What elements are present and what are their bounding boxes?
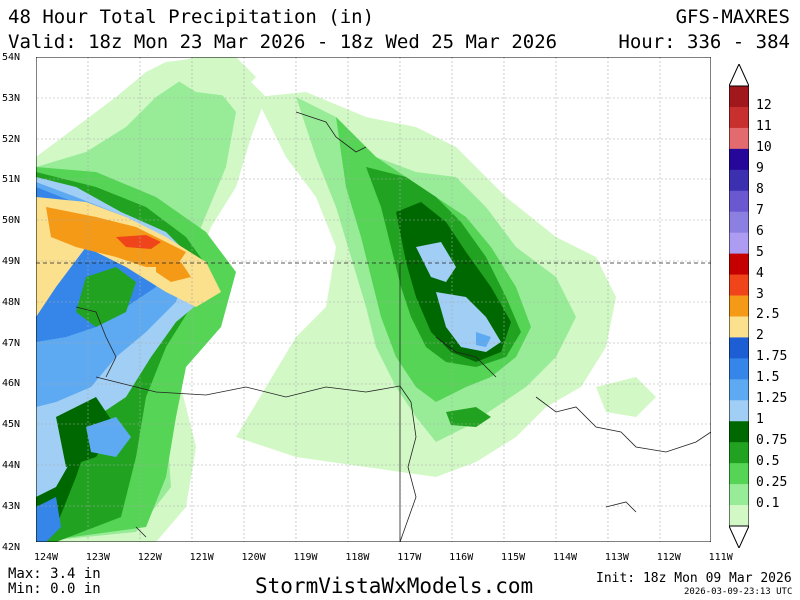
lat-label: 50N [2, 215, 21, 227]
legend-label: 0.1 [756, 496, 780, 512]
lon-label: 120W [241, 552, 266, 563]
legend-swatch [729, 211, 749, 234]
lat-label: 52N [2, 133, 21, 145]
lat-label: 54N [2, 52, 21, 63]
lat-label: 42N [2, 541, 21, 553]
legend-label: 1 [756, 412, 764, 428]
legend-label: 2.5 [756, 307, 780, 323]
legend-label: 7 [756, 202, 764, 218]
legend-swatch [729, 505, 749, 527]
legend-swatch [729, 316, 749, 338]
legend-swatch [729, 106, 749, 129]
legend-swatch [729, 274, 749, 297]
legend-swatch [729, 86, 749, 108]
legend-label: 12 [756, 97, 772, 113]
precip-field-west [36, 57, 266, 542]
legend-label: 11 [756, 118, 772, 134]
legend-swatch [729, 169, 749, 192]
site-watermark: StormVistaWxModels.com [255, 574, 534, 598]
lon-label: 115W [501, 552, 526, 563]
map-title: 48 Hour Total Precipitation (in) [8, 6, 375, 28]
legend-swatch [729, 148, 749, 171]
legend-label: 0.75 [756, 433, 788, 449]
legend-swatch [729, 442, 749, 464]
legend-label: 2 [756, 328, 764, 344]
lat-label: 53N [2, 92, 21, 104]
legend-swatch [729, 337, 749, 359]
lon-label: 111W [708, 552, 733, 563]
lat-label: 45N [2, 419, 21, 431]
legend-label: 10 [756, 139, 772, 155]
lon-label: 119W [293, 552, 318, 563]
legend-label: 1.75 [756, 349, 788, 365]
legend-label: 0.25 [756, 475, 788, 491]
lon-label: 124W [33, 552, 59, 563]
legend-swatch [729, 232, 749, 255]
legend-label: 6 [756, 223, 764, 239]
legend-swatch [729, 127, 749, 150]
legend-label: 0.5 [756, 454, 780, 470]
legend-swatch [729, 463, 749, 485]
legend-top-arrow [729, 64, 749, 87]
lon-label: 123W [85, 552, 110, 563]
lat-label: 47N [2, 337, 21, 349]
legend-swatch [729, 358, 749, 380]
max-value: Max: 3.4 in [8, 566, 101, 582]
legend-swatch [729, 484, 749, 506]
legend-bottom-arrow [729, 525, 749, 548]
lon-label: 117W [397, 552, 422, 563]
lat-label: 48N [2, 296, 21, 308]
legend-swatch [729, 421, 749, 443]
legend-label: 8 [756, 181, 764, 197]
lon-label: 113W [604, 552, 629, 563]
boundaries [36, 111, 711, 542]
legend-label: 5 [756, 244, 764, 260]
legend-swatch [729, 253, 749, 276]
precip-legend-colorbar [729, 64, 749, 548]
legend-swatch [729, 190, 749, 213]
legend-label: 9 [756, 160, 764, 176]
legend-label: 1.25 [756, 391, 788, 407]
model-name: GFS-MAXRES [675, 6, 790, 28]
lat-lon-grid [36, 57, 711, 542]
lon-label: 122W [137, 552, 162, 563]
legend-label: 4 [756, 265, 764, 281]
legend-label: 1.5 [756, 370, 780, 386]
init-time: Init: 18z Mon 09 Mar 2026 [596, 571, 792, 586]
legend-swatch [729, 295, 749, 317]
forecast-hour: Hour: 336 - 384 [618, 31, 790, 53]
precip-field-central [156, 57, 656, 477]
lat-label: 46N [2, 378, 21, 390]
lon-label: 116W [449, 552, 474, 563]
legend-swatch [729, 379, 749, 401]
legend-swatch [729, 400, 749, 422]
lat-label: 49N [2, 256, 21, 267]
legend-label: 3 [756, 286, 764, 302]
timestamp: 2026-03-09-23:13 UTC [684, 587, 793, 597]
lat-label: 44N [2, 460, 21, 471]
lon-label: 118W [345, 552, 370, 563]
valid-period: Valid: 18z Mon 23 Mar 2026 - 18z Wed 25 … [8, 31, 558, 53]
precip-map [36, 57, 711, 542]
min-value: Min: 0.0 in [8, 581, 101, 597]
lon-label: 112W [656, 552, 681, 563]
lon-label: 121W [189, 552, 214, 563]
lon-label: 114W [552, 552, 578, 563]
lat-label: 43N [2, 500, 21, 512]
lat-label: 51N [2, 174, 21, 186]
